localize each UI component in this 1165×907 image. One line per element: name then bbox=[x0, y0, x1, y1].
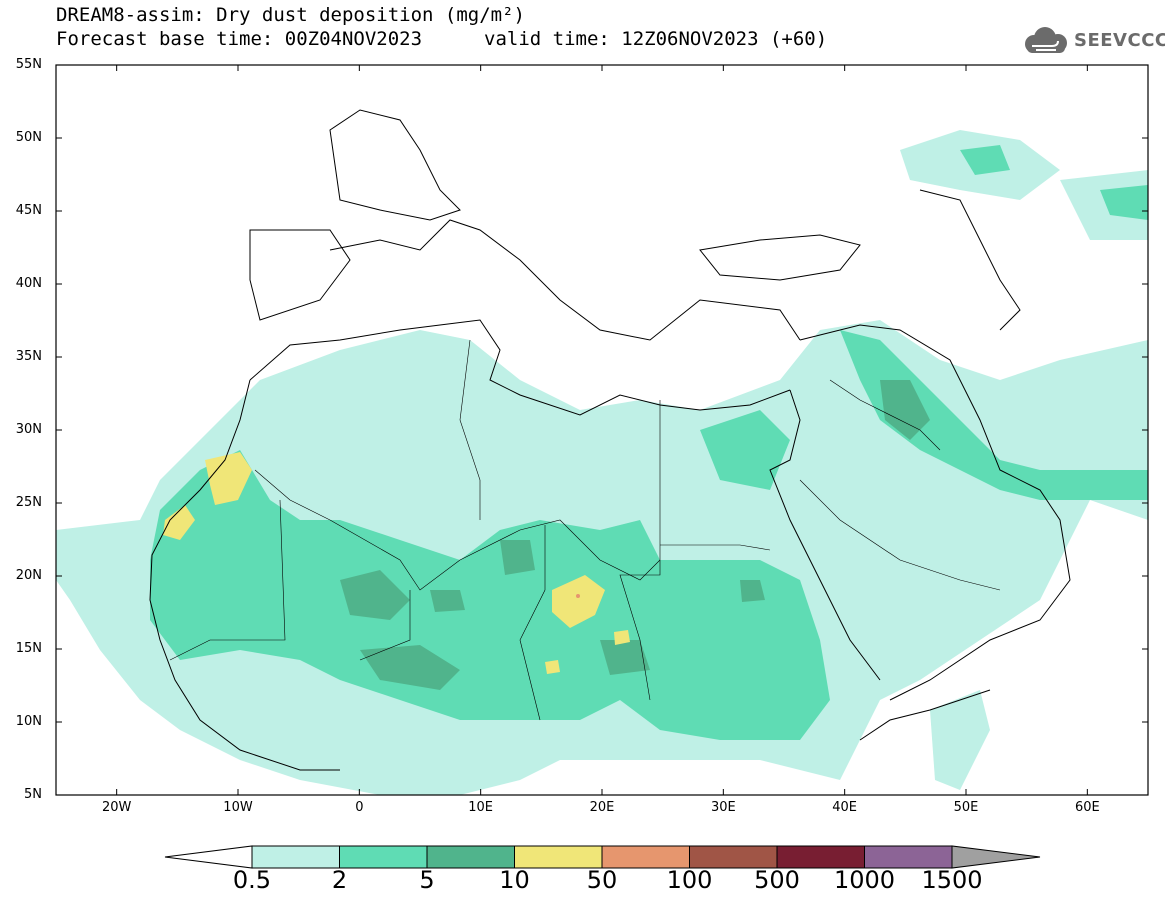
legend-under-triangle bbox=[164, 845, 253, 869]
legend-color-box bbox=[339, 845, 428, 869]
dust-layer-medium bbox=[150, 145, 1148, 740]
legend-over-triangle bbox=[951, 845, 1041, 869]
legend-level-label: 5 bbox=[419, 866, 435, 894]
legend-color-box bbox=[776, 845, 865, 869]
lon-tick-label: 10W bbox=[223, 800, 253, 815]
legend-level-label: 0.5 bbox=[232, 866, 272, 894]
legend-color-box bbox=[251, 845, 340, 869]
map-title: DREAM8-assim: Dry dust deposition (mg/m²… bbox=[56, 4, 525, 26]
lon-tick-label: 50E bbox=[953, 800, 979, 815]
country-borders bbox=[169, 339, 1001, 721]
legend-level-label: 50 bbox=[586, 866, 618, 894]
lat-tick-label: 55N bbox=[15, 57, 42, 72]
legend-color-box bbox=[514, 845, 603, 869]
lon-tick-label: 20E bbox=[589, 800, 615, 815]
lat-tick-label: 35N bbox=[15, 349, 42, 364]
legend-color-box bbox=[601, 845, 690, 869]
valid-time: valid time: 12Z06NOV2023 (+60) bbox=[484, 28, 828, 50]
legend-level-label: 1500 bbox=[921, 866, 983, 894]
legend-level-label: 10 bbox=[499, 866, 530, 894]
legend-level-label: 2 bbox=[331, 866, 348, 894]
forecast-base-time: Forecast base time: 00Z04NOV2023 bbox=[56, 28, 423, 50]
lon-tick-label: 40E bbox=[832, 800, 858, 815]
legend-level-label: 100 bbox=[666, 866, 713, 894]
lat-tick-label: 40N bbox=[15, 276, 42, 291]
lat-tick-label: 5N bbox=[24, 787, 42, 802]
logo-text: SEEVCCC bbox=[1074, 30, 1165, 51]
lon-tick-label: 0 bbox=[355, 800, 364, 815]
lon-tick-label: 60E bbox=[1074, 800, 1100, 815]
lon-tick-label: 10E bbox=[468, 800, 494, 815]
lat-tick-label: 25N bbox=[15, 495, 42, 510]
dust-layer-yellow bbox=[163, 452, 630, 674]
cloud-logo-icon bbox=[1025, 27, 1067, 53]
legend-level-label: 500 bbox=[754, 866, 800, 894]
lat-tick-label: 30N bbox=[15, 422, 42, 437]
legend-color-box bbox=[426, 845, 515, 869]
lon-tick-label: 30E bbox=[710, 800, 736, 815]
legend-color-box bbox=[689, 845, 778, 869]
lat-tick-label: 20N bbox=[15, 568, 42, 583]
lat-tick-label: 45N bbox=[15, 203, 42, 218]
coastlines bbox=[149, 109, 1071, 771]
lat-tick-label: 15N bbox=[15, 641, 42, 656]
legend-level-label: 1000 bbox=[833, 866, 896, 894]
legend-color-box bbox=[864, 845, 953, 869]
lat-tick-label: 50N bbox=[15, 130, 42, 145]
dust-layer-dark bbox=[340, 380, 930, 690]
lon-tick-label: 20W bbox=[101, 800, 132, 815]
lat-tick-label: 10N bbox=[15, 714, 42, 729]
